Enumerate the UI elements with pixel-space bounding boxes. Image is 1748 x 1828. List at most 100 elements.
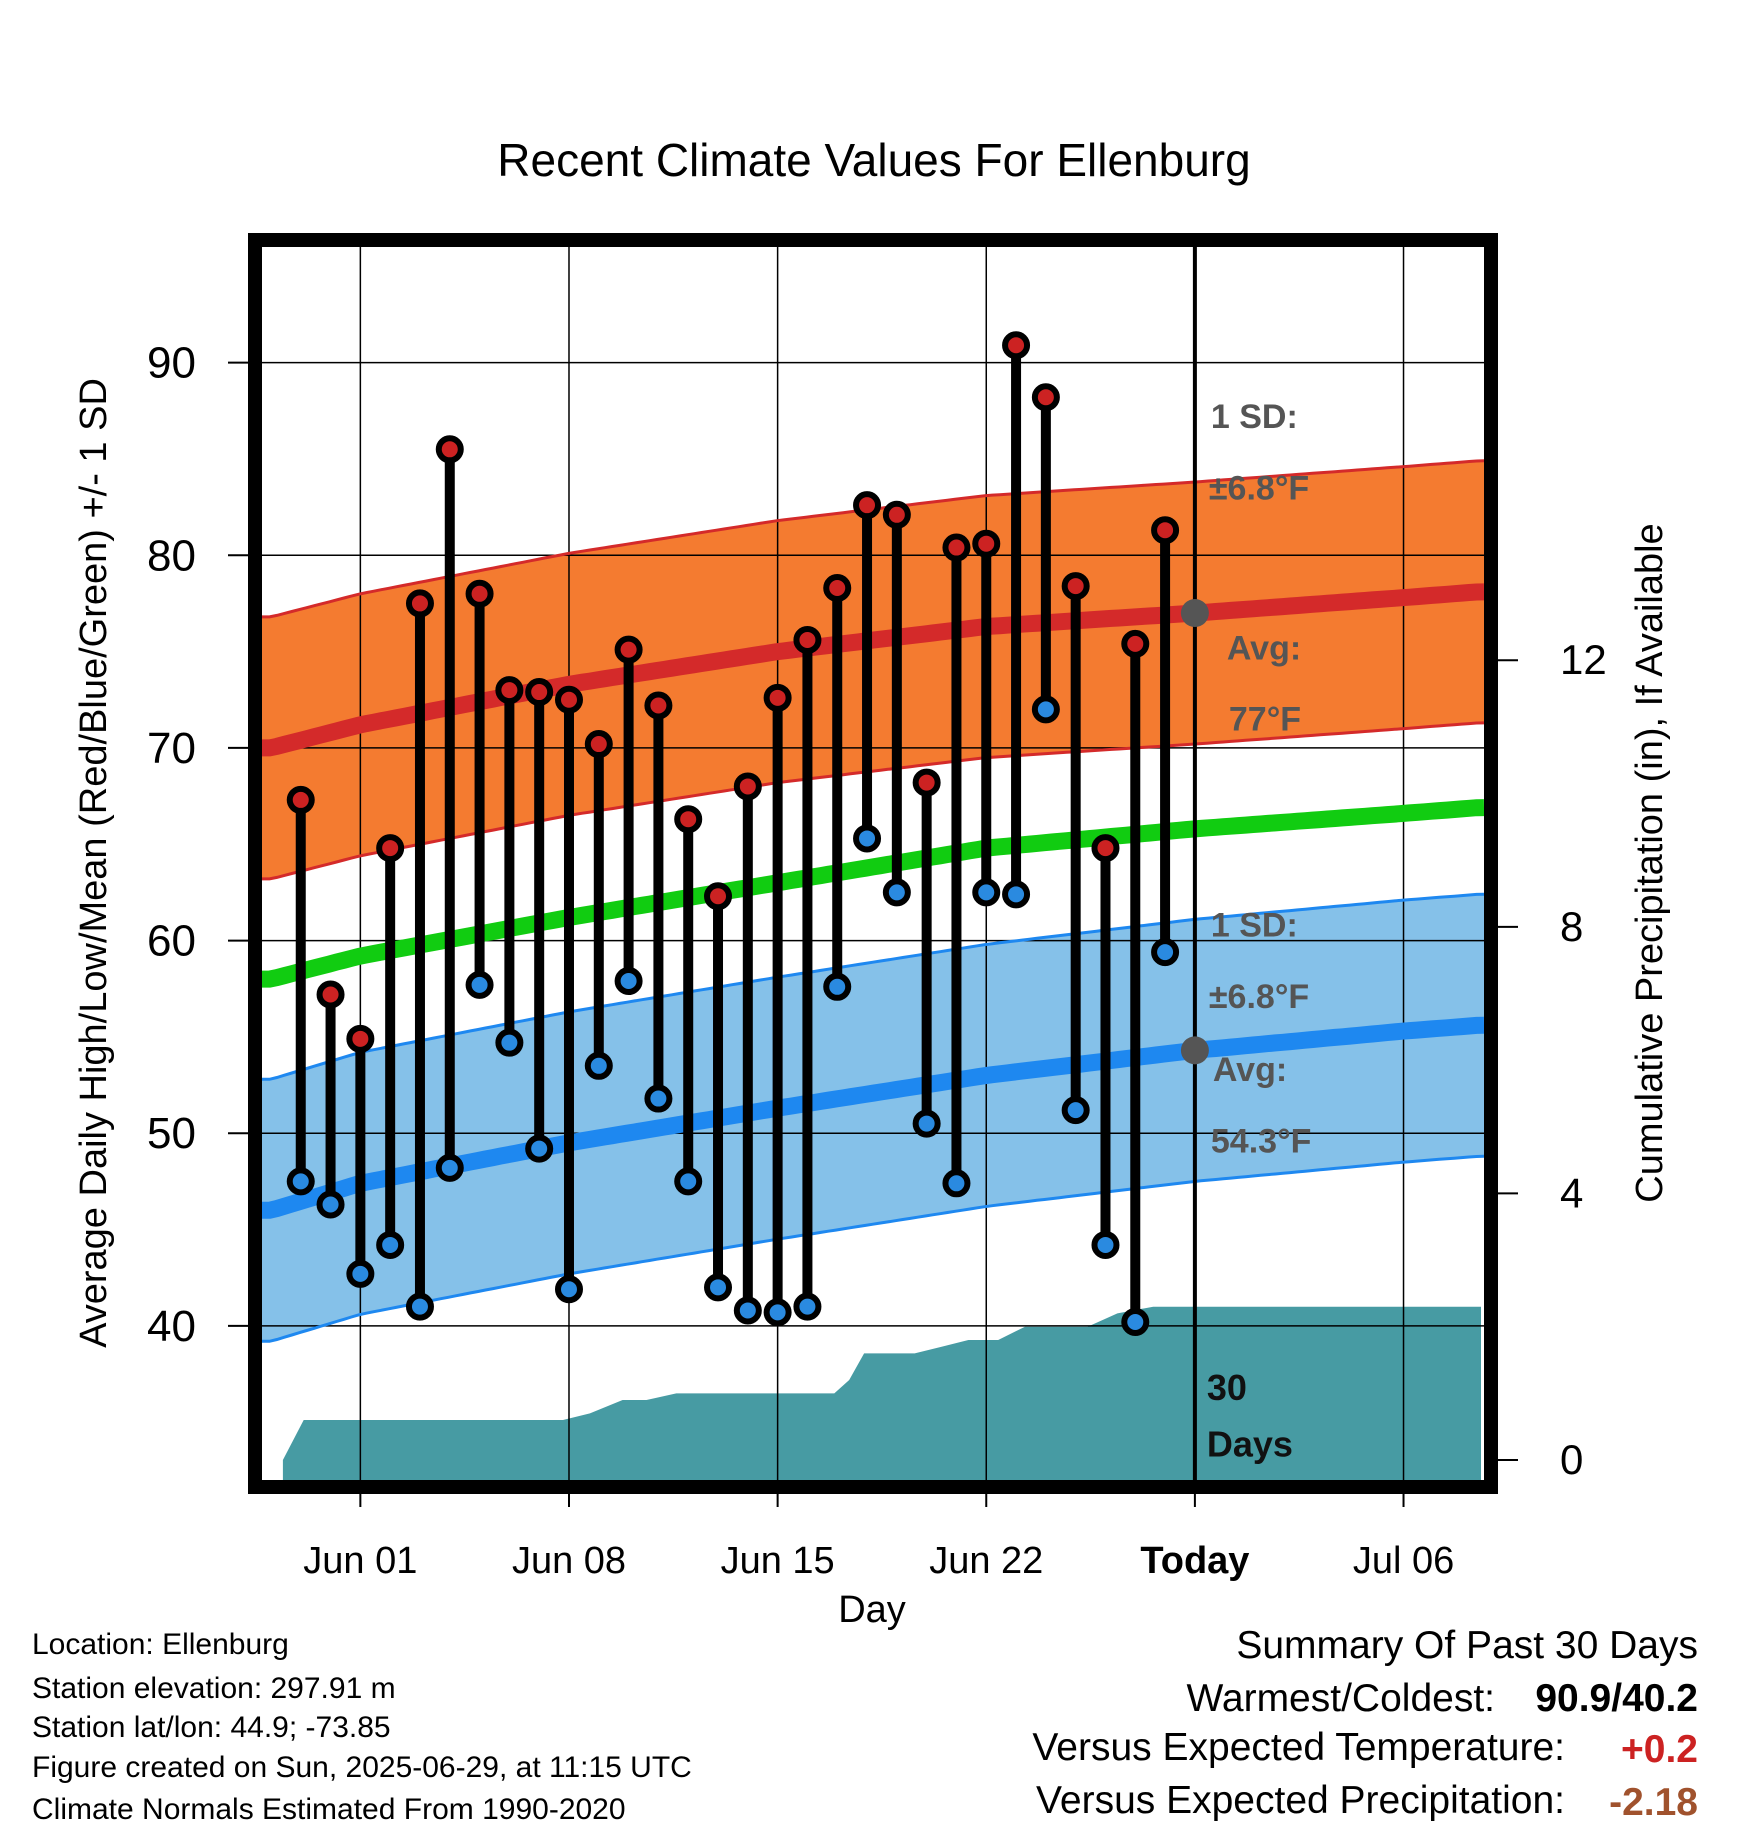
location-text: Location: Ellenburg	[32, 1628, 289, 1661]
low-temp-point	[1121, 1308, 1150, 1337]
observation-day-27	[1121, 629, 1150, 1337]
low-average-marker	[1180, 1036, 1209, 1065]
high-temp-point	[1061, 572, 1090, 601]
precip-diff-value: -2.18	[1609, 1781, 1698, 1824]
y-tick-label: 40	[147, 1302, 196, 1351]
observation-day-25	[1061, 572, 1090, 1125]
observation-day-13	[704, 882, 733, 1302]
x-axis-label: Day	[838, 1589, 906, 1631]
y2-tick-labels: 0 4 8 12	[1560, 636, 1607, 1483]
observation-day-5	[465, 579, 494, 999]
observation-day-11	[644, 691, 673, 1113]
low-temp-point	[674, 1167, 703, 1196]
observation-day-17	[823, 574, 852, 1001]
low-temp-point	[1091, 1230, 1120, 1259]
low-temp-point	[823, 972, 852, 1001]
observation-day-7	[525, 678, 554, 1163]
chart-title: Recent Climate Values For Ellenburg	[497, 134, 1250, 186]
high-temp-point	[733, 772, 762, 801]
low-average-line	[262, 1016, 1484, 1219]
observation-day-14	[733, 772, 762, 1325]
high-temp-point	[346, 1024, 375, 1053]
high-temp-point	[584, 730, 613, 759]
high-temp-point	[465, 579, 494, 608]
low-sd-value: ±6.8°F	[1209, 978, 1309, 1016]
high-temp-point	[316, 980, 345, 1009]
station-info: Location: Ellenburg Station elevation: 2…	[32, 1628, 692, 1826]
precip-cumulative-area	[282, 1306, 1481, 1480]
high-sd-value: ±6.8°F	[1209, 469, 1309, 507]
y2-tick-label: 8	[1560, 903, 1583, 950]
low-temp-point	[405, 1292, 434, 1321]
observation-day-6	[495, 676, 524, 1057]
days-count-label: 30	[1207, 1367, 1247, 1408]
elevation-text: Station elevation: 297.91 m	[32, 1672, 396, 1705]
observation-day-26	[1091, 834, 1120, 1259]
warm-cold-value: 90.9/40.2	[1535, 1677, 1698, 1720]
high-temp-point	[972, 529, 1001, 558]
observation-day-10	[614, 635, 643, 996]
low-temp-point	[704, 1273, 733, 1302]
low-band-lower-edge	[262, 1154, 1484, 1343]
low-avg-label: Avg:	[1213, 1051, 1287, 1089]
normals-text: Climate Normals Estimated From 1990-2020	[32, 1793, 626, 1826]
y2-axis-label: Cumulative Precipitation (in), If Availa…	[1629, 523, 1671, 1202]
horizontal-gridlines	[262, 361, 1484, 1327]
low-temp-point	[972, 878, 1001, 907]
low-temp-point	[465, 970, 494, 999]
low-temp-point	[554, 1275, 583, 1304]
low-temp-point	[1031, 695, 1060, 724]
y-tick-label: 80	[147, 531, 196, 580]
high-temp-point	[644, 691, 673, 720]
observation-day-28	[1151, 516, 1180, 967]
low-temp-point	[346, 1259, 375, 1288]
days-annotation: 30 Days	[1207, 1367, 1293, 1465]
low-temp-point	[912, 1109, 941, 1138]
low-temp-point	[1151, 938, 1180, 967]
high-temp-point	[1091, 834, 1120, 863]
temp-diff-label: Versus Expected Temperature:	[1032, 1726, 1565, 1769]
low-temp-point	[644, 1084, 673, 1113]
observation-day-24	[1031, 383, 1060, 724]
high-avg-value: 77°F	[1229, 701, 1301, 739]
high-band-lower-edge	[262, 721, 1484, 881]
observations	[286, 331, 1180, 1337]
x-tick-label: Jun 08	[512, 1540, 626, 1582]
high-average-line	[262, 583, 1484, 757]
x-tick-label: Jun 01	[303, 1540, 417, 1582]
high-temp-point	[882, 500, 911, 529]
high-temp-point	[1031, 383, 1060, 412]
high-temp-point	[525, 678, 554, 707]
x-tick-labels: Jun 01 Jun 08 Jun 15 Jun 22 Today Jul 06	[303, 1540, 1454, 1582]
annotations: 1 SD: ±6.8°F Avg: 77°F 1 SD: ±6.8°F Avg:…	[1209, 398, 1312, 1160]
low-temp-point	[286, 1167, 315, 1196]
x-tick-label: Jun 22	[929, 1540, 1043, 1582]
high-temp-point	[376, 834, 405, 863]
low-temp-point	[584, 1051, 613, 1080]
low-temp-point	[733, 1296, 762, 1325]
low-temp-point	[882, 878, 911, 907]
high-temp-point	[853, 491, 882, 520]
low-avg-value: 54.3°F	[1211, 1122, 1312, 1160]
summary-title: Summary Of Past 30 Days	[1236, 1624, 1698, 1667]
mean-average-line	[262, 799, 1484, 988]
observation-day-21	[942, 533, 971, 1198]
observation-day-15	[763, 683, 792, 1327]
observation-day-1	[346, 1024, 375, 1288]
high-average-marker	[1180, 599, 1209, 628]
observation-day-8	[554, 685, 583, 1304]
high-temp-point	[823, 574, 852, 603]
low-temp-point	[495, 1028, 524, 1057]
low-temp-point	[763, 1298, 792, 1327]
observation-day-16	[793, 626, 822, 1321]
low-temp-point	[942, 1169, 971, 1198]
high-temp-point	[704, 882, 733, 911]
days-word-label: Days	[1207, 1424, 1293, 1465]
low-temp-point	[614, 967, 643, 996]
high-temp-point	[1151, 516, 1180, 545]
y-tick-labels: 40 50 60 70 80 90	[147, 339, 196, 1351]
observation-day-19	[882, 500, 911, 907]
high-avg-label: Avg:	[1227, 629, 1301, 667]
low-temp-point	[1002, 880, 1031, 909]
